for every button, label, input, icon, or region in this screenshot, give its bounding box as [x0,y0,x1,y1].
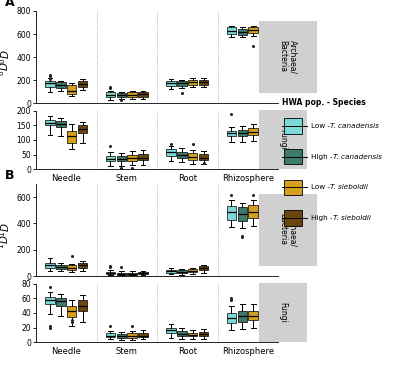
PathPatch shape [138,272,148,274]
PathPatch shape [227,206,236,220]
PathPatch shape [116,93,126,97]
PathPatch shape [138,92,148,97]
FancyBboxPatch shape [284,118,302,134]
PathPatch shape [45,297,55,304]
Text: A: A [4,0,14,9]
Text: Low -: Low - [311,184,332,190]
PathPatch shape [177,152,186,157]
Text: Fungi: Fungi [278,302,288,323]
PathPatch shape [138,154,148,160]
Text: Archaea/
Bacteria: Archaea/ Bacteria [278,40,298,74]
Text: $^1D$: $^1D$ [0,223,12,237]
PathPatch shape [56,121,66,127]
PathPatch shape [116,156,126,161]
PathPatch shape [199,332,208,336]
PathPatch shape [238,208,247,221]
PathPatch shape [128,154,137,161]
PathPatch shape [227,131,236,137]
PathPatch shape [128,92,137,97]
FancyBboxPatch shape [284,149,302,164]
Text: Low -: Low - [311,123,332,129]
FancyBboxPatch shape [284,180,302,195]
PathPatch shape [128,333,137,338]
PathPatch shape [106,272,115,274]
PathPatch shape [177,81,186,86]
Text: $^0D$: $^0D$ [0,62,11,76]
PathPatch shape [227,313,236,323]
PathPatch shape [259,204,269,218]
PathPatch shape [227,27,236,34]
Text: T. canadensis: T. canadensis [330,123,379,129]
PathPatch shape [116,334,126,338]
Text: Archaea/
Bacteria: Archaea/ Bacteria [278,213,298,247]
Text: $^0D$: $^0D$ [0,50,12,64]
PathPatch shape [56,82,66,88]
Text: $^1D$: $^1D$ [0,235,11,249]
Text: High -: High - [311,215,335,221]
PathPatch shape [106,333,115,337]
PathPatch shape [106,92,115,97]
PathPatch shape [166,81,176,86]
PathPatch shape [199,266,208,270]
PathPatch shape [248,128,258,135]
PathPatch shape [56,265,66,269]
PathPatch shape [238,130,247,137]
PathPatch shape [199,154,208,160]
PathPatch shape [67,131,76,143]
Text: HWA pop. - Species: HWA pop. - Species [282,98,366,107]
PathPatch shape [138,333,148,337]
PathPatch shape [67,265,76,270]
PathPatch shape [177,270,186,273]
Text: T. canadensis: T. canadensis [333,154,382,160]
PathPatch shape [238,29,247,35]
PathPatch shape [45,81,55,87]
Text: B: B [4,169,14,182]
FancyBboxPatch shape [284,210,302,226]
PathPatch shape [67,306,76,317]
PathPatch shape [78,300,87,311]
Text: Fungi: Fungi [278,130,288,150]
PathPatch shape [78,81,87,87]
PathPatch shape [259,27,269,33]
PathPatch shape [248,27,258,33]
PathPatch shape [238,311,247,322]
PathPatch shape [188,80,198,85]
PathPatch shape [248,205,258,219]
PathPatch shape [248,311,258,320]
PathPatch shape [188,333,198,336]
PathPatch shape [166,328,176,333]
Text: T. sieboldii: T. sieboldii [330,184,368,190]
PathPatch shape [56,298,66,306]
PathPatch shape [45,263,55,268]
PathPatch shape [78,263,87,268]
PathPatch shape [106,156,115,161]
PathPatch shape [166,149,176,156]
Text: High -: High - [311,154,335,160]
PathPatch shape [128,273,137,274]
PathPatch shape [259,298,269,316]
PathPatch shape [177,331,186,336]
PathPatch shape [45,120,55,125]
PathPatch shape [188,153,198,160]
Text: T. sieboldii: T. sieboldii [333,215,371,221]
PathPatch shape [188,269,198,272]
PathPatch shape [199,80,208,85]
PathPatch shape [116,273,126,274]
PathPatch shape [259,125,269,135]
PathPatch shape [67,85,76,94]
PathPatch shape [166,270,176,273]
PathPatch shape [78,125,87,134]
